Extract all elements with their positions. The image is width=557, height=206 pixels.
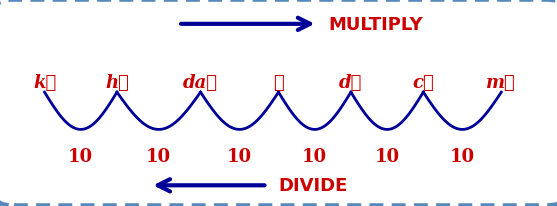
Text: cℓ: cℓ bbox=[412, 74, 434, 91]
Text: DIVIDE: DIVIDE bbox=[278, 177, 348, 194]
Text: 10: 10 bbox=[374, 148, 400, 165]
Text: 10: 10 bbox=[302, 148, 328, 165]
Text: 10: 10 bbox=[68, 148, 94, 165]
Text: hℓ: hℓ bbox=[105, 74, 129, 91]
Text: ℓ: ℓ bbox=[273, 74, 284, 91]
Text: mℓ: mℓ bbox=[486, 74, 516, 91]
Text: 10: 10 bbox=[227, 148, 252, 165]
Text: dℓ: dℓ bbox=[339, 74, 363, 91]
Text: 10: 10 bbox=[146, 148, 172, 165]
Text: 10: 10 bbox=[449, 148, 475, 165]
Text: kℓ: kℓ bbox=[33, 74, 56, 91]
Text: daℓ: daℓ bbox=[183, 74, 218, 91]
Text: MULTIPLY: MULTIPLY bbox=[329, 16, 423, 34]
